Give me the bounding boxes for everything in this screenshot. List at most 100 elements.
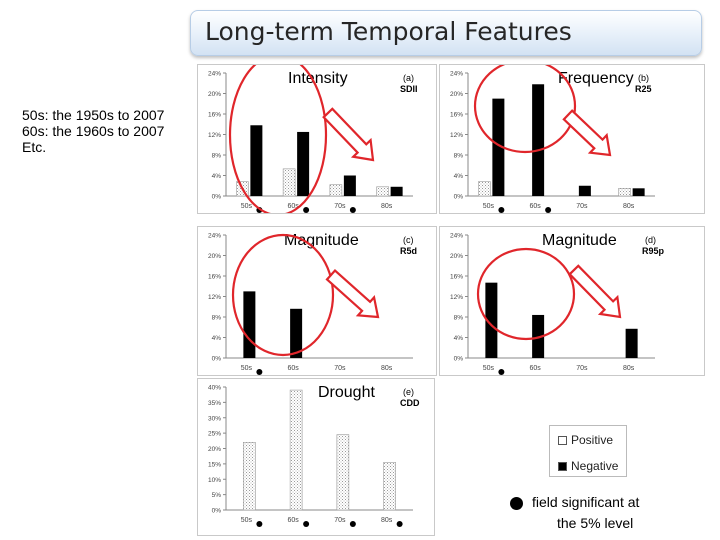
ytick-label: 20% — [450, 253, 463, 260]
xtick-label-70s: 70s — [576, 365, 588, 372]
trend-arrow-icon — [322, 107, 375, 162]
ytick-label: 24% — [208, 71, 221, 78]
ytick-label: 4% — [212, 173, 222, 180]
bar-positive-70s — [336, 434, 350, 511]
ytick-label: 0% — [454, 356, 464, 363]
xtick-label-70s: 70s — [334, 203, 346, 210]
significance-dot — [303, 207, 310, 213]
panel-label-e: Drought — [318, 384, 375, 401]
ytick-label: 12% — [208, 132, 221, 139]
significance-note-line-2: the 5% level — [557, 515, 634, 531]
ytick-label: 0% — [212, 194, 222, 201]
bar-positive-60s — [282, 168, 296, 197]
highlight-circle — [228, 65, 328, 213]
xtick-label-50s: 50s — [483, 365, 495, 372]
negative-swatch — [558, 462, 567, 472]
panel-index-d: R95p — [642, 246, 665, 256]
ytick-label: 16% — [208, 274, 221, 281]
xtick-label-70s: 70s — [576, 203, 588, 210]
legend-positive-label: Positive — [571, 433, 614, 447]
positive-swatch — [558, 436, 567, 446]
bar-positive-70s — [329, 184, 343, 197]
bar-negative-60s — [290, 308, 303, 358]
xtick-label-70s: 70s — [334, 365, 346, 372]
ytick-label: 8% — [212, 153, 222, 160]
bar-negative-80s — [390, 186, 403, 196]
ytick-label: 16% — [208, 112, 221, 119]
ytick-label: 24% — [450, 233, 463, 240]
chart-panel-d: 0% 4% 8% 12% 16% 20% 24% 50s 60s 70s 80s Magnitude (… — [439, 226, 705, 376]
ytick-label: 0% — [454, 194, 464, 201]
bar-negative-80s — [625, 328, 638, 358]
significance-dot — [498, 207, 505, 213]
panel-tag-a: (a) — [403, 73, 414, 83]
chart-svg-e: 0% 5% 10% 15% 20% 25% 30% 35% 40% 50s 60s 70s 80s Dro… — [208, 384, 420, 527]
xtick-label-50s: 50s — [241, 365, 253, 372]
ytick-label: 24% — [208, 233, 221, 240]
ytick-label: 20% — [208, 446, 221, 453]
legend-negative: Negative — [558, 459, 618, 473]
bar-positive-80s — [618, 188, 631, 197]
ytick-label: 5% — [212, 492, 222, 499]
xtick-label-80s: 80s — [623, 365, 635, 372]
xtick-label-60s: 60s — [529, 365, 541, 372]
significance-dot-icon — [510, 497, 523, 510]
xtick-label-60s: 60s — [287, 517, 299, 524]
ytick-label: 4% — [454, 173, 464, 180]
ytick-label: 8% — [454, 153, 464, 160]
slide-title: Long-term Temporal Features — [205, 17, 572, 46]
ytick-label: 12% — [450, 294, 463, 301]
ytick-label: 12% — [450, 132, 463, 139]
bar-negative-50s — [485, 282, 498, 358]
xtick-label-50s: 50s — [483, 203, 495, 210]
ytick-label: 20% — [208, 253, 221, 260]
highlight-circle — [473, 65, 577, 154]
panel-index-a: SDII — [400, 84, 418, 94]
chart-legend: Positive Negative — [549, 425, 627, 477]
chart-panel-c: 0% 4% 8% 12% 16% 20% 24% 50s 60s 70s 80s Magnitude (… — [197, 226, 437, 376]
chart-svg-b: 0% 4% 8% 12% 16% 20% 24% 50s 60s 70s 80s Frequency (… — [450, 65, 655, 213]
ytick-label: 0% — [212, 508, 222, 515]
xtick-label-50s: 50s — [241, 203, 253, 210]
xtick-label-80s: 80s — [381, 517, 393, 524]
ytick-label: 40% — [208, 385, 221, 392]
xtick-label-80s: 80s — [381, 365, 393, 372]
ytick-label: 20% — [450, 91, 463, 98]
ytick-label: 20% — [208, 91, 221, 98]
xtick-label-60s: 60s — [287, 365, 299, 372]
xtick-label-70s: 70s — [334, 517, 346, 524]
chart-panel-e: 0% 5% 10% 15% 20% 25% 30% 35% 40% 50s 60s 70s 80s Dro… — [197, 378, 435, 536]
xtick-label-50s: 50s — [241, 517, 253, 524]
panel-label-d: Magnitude — [542, 232, 617, 249]
bar-positive-60s — [289, 389, 303, 511]
significance-dot — [256, 369, 263, 375]
panel-index-c: R5d — [400, 246, 417, 256]
ytick-label: 8% — [212, 315, 222, 322]
bar-positive-80s — [383, 462, 396, 511]
ytick-label: 30% — [208, 415, 221, 422]
bar-positive-50s — [243, 442, 256, 511]
bar-positive-50s — [478, 181, 491, 197]
bar-positive-80s — [376, 186, 389, 197]
significance-dot — [349, 207, 356, 213]
legend-negative-label: Negative — [571, 459, 619, 473]
bar-negative-70s — [578, 185, 591, 196]
ytick-label: 12% — [208, 294, 221, 301]
highlight-circle — [231, 233, 335, 357]
highlight-circle — [476, 247, 576, 341]
ytick-label: 10% — [208, 477, 221, 484]
panel-tag-b: (b) — [638, 73, 649, 83]
note-line-2: 60s: the 1960s to 2007 — [22, 123, 165, 139]
trend-arrow-icon — [568, 264, 622, 319]
note-line-1: 50s: the 1950s to 2007 — [22, 107, 165, 123]
significance-note-line-1: field significant at — [532, 494, 640, 510]
panel-index-e: CDD — [400, 398, 420, 408]
bar-negative-80s — [632, 188, 645, 196]
chart-panel-b: 0% 4% 8% 12% 16% 20% 24% 50s 60s 70s 80s Frequency (… — [439, 64, 705, 214]
chart-svg-d: 0% 4% 8% 12% 16% 20% 24% 50s 60s 70s 80s Magnitude (… — [450, 232, 665, 375]
panel-label-c: Magnitude — [284, 232, 359, 249]
significance-dot — [545, 207, 552, 213]
panel-label-b: Frequency — [558, 70, 634, 87]
panel-tag-d: (d) — [645, 235, 656, 245]
ytick-label: 8% — [454, 315, 464, 322]
